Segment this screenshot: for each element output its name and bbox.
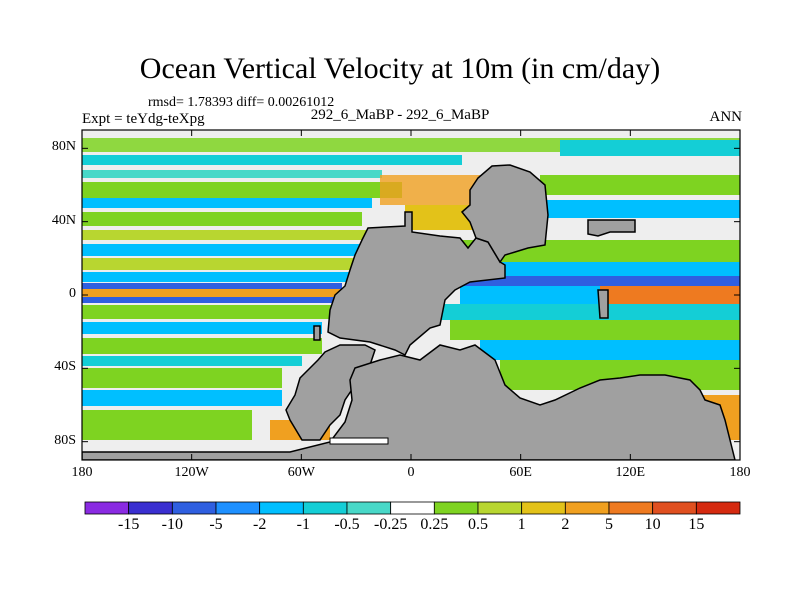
field-band	[380, 175, 480, 205]
field-band	[82, 244, 362, 256]
colorbar-swatch	[346, 501, 392, 515]
colorbar-swatch	[477, 501, 523, 515]
field-band	[480, 340, 740, 360]
field-band	[82, 212, 362, 226]
landmass-west-island	[313, 325, 321, 341]
field-band	[82, 198, 372, 208]
plot-title: Ocean Vertical Velocity at 10m (in cm/da…	[139, 52, 661, 85]
field-band	[82, 410, 252, 440]
season-label: ANN	[709, 109, 743, 125]
land-masses	[82, 164, 736, 460]
field-band	[82, 322, 322, 334]
colorbar-swatch	[302, 501, 348, 515]
colorbar-swatch	[521, 501, 566, 515]
field-band	[82, 230, 382, 240]
colorbar-label: -0.5	[334, 516, 360, 533]
colorbar-swatch	[608, 501, 654, 515]
field-band	[82, 305, 342, 319]
x-tick-label: 60W	[287, 465, 315, 480]
case-label: 292_6_MaBP - 292_6_MaBP	[310, 107, 490, 123]
colorbar-swatch	[390, 501, 435, 515]
field-band	[82, 272, 402, 282]
field-band	[560, 140, 740, 156]
landmass-northern-block	[460, 164, 549, 264]
field-band	[82, 155, 462, 165]
y-tick-label: 40S	[54, 359, 76, 375]
field-band	[82, 338, 322, 354]
landmass-southern-continent	[82, 344, 736, 460]
y-tick-label: 80N	[51, 139, 76, 155]
field-band	[82, 258, 382, 270]
field-band	[82, 182, 402, 198]
x-tick-label: 120W	[174, 465, 209, 480]
field-band	[600, 286, 740, 304]
colorbar-label: -5	[209, 516, 223, 533]
y-tick-label: 80S	[54, 432, 76, 448]
y-tick-label: 0	[69, 286, 76, 301]
colorbar-swatch	[128, 501, 173, 515]
landmass-equatorial-island	[597, 289, 609, 319]
field-band	[82, 297, 342, 303]
landmass-small-island	[587, 219, 636, 237]
field-band	[450, 320, 740, 340]
field-band	[460, 286, 600, 304]
colorbar-label: 10	[644, 516, 661, 533]
y-tick-label: 40N	[51, 212, 76, 228]
field-band	[82, 170, 382, 178]
field-band	[82, 289, 342, 297]
colorbar-label: 0.5	[468, 516, 488, 533]
x-tick-label: 60E	[509, 465, 532, 480]
colorbar-label: 1	[517, 516, 526, 533]
experiment-label: Expt = teYdg-teXpg	[82, 111, 205, 127]
colorbar-label: -1	[296, 516, 310, 533]
field-band	[540, 200, 740, 218]
colorbar-label: -0.25	[373, 516, 408, 533]
rmsd-diff-stats: rmsd= 1.78393 diff= 0.00261012	[148, 95, 335, 110]
colorbar-label: 5	[605, 516, 613, 533]
field-band	[540, 175, 740, 195]
colorbar	[84, 501, 741, 515]
x-tick-label: 180	[71, 465, 93, 480]
field-band	[82, 368, 282, 388]
colorbar-label: -10	[161, 516, 183, 533]
colorbar-swatch	[171, 501, 217, 515]
colorbar-swatch	[433, 501, 479, 515]
colorbar-swatch	[84, 501, 130, 515]
field-band	[82, 356, 302, 366]
colorbar-label: -2	[252, 516, 267, 533]
field-band	[440, 276, 740, 286]
landmass-africa	[327, 211, 506, 357]
colorbar-label: 15	[688, 516, 705, 533]
colorbar-label: -15	[117, 516, 140, 533]
colorbar-label: 0.25	[420, 516, 449, 533]
colorbar-label: 2	[561, 516, 570, 533]
colorbar-swatch	[259, 501, 304, 515]
field-band	[82, 390, 282, 406]
x-tick-label: 180	[729, 465, 751, 480]
colorbar-swatch	[215, 501, 261, 515]
field-band	[82, 283, 342, 289]
colorbar-swatch	[652, 501, 697, 515]
map-field	[82, 130, 740, 460]
x-tick-label: 120E	[615, 465, 646, 480]
ice-shelf	[329, 437, 389, 445]
axis-ticks	[81, 130, 741, 460]
x-tick-label: 0	[407, 465, 415, 480]
colorbar-swatch	[564, 501, 610, 515]
field-band	[440, 304, 740, 320]
colorbar-swatch	[695, 501, 741, 515]
